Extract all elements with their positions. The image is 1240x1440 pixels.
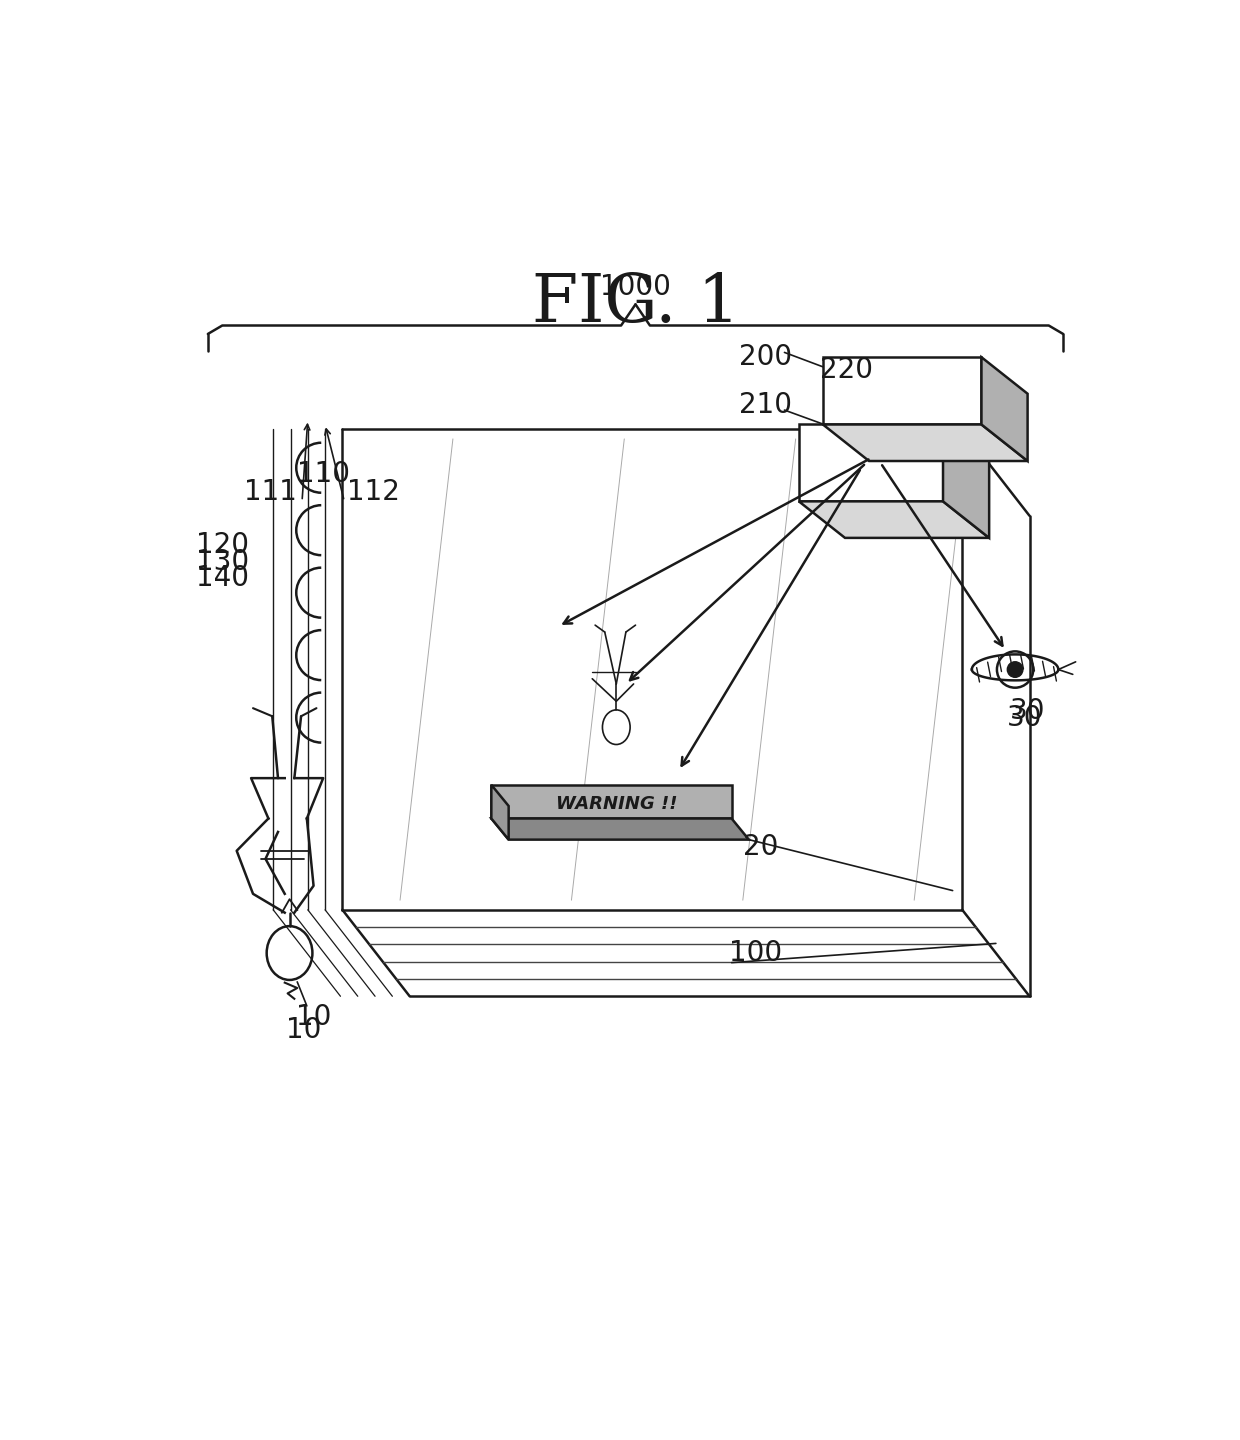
Text: 140: 140 xyxy=(196,564,249,592)
Polygon shape xyxy=(823,425,1028,461)
Text: 1000: 1000 xyxy=(600,274,671,301)
Polygon shape xyxy=(942,425,990,539)
Text: 120: 120 xyxy=(196,530,249,559)
Text: 30: 30 xyxy=(1009,697,1045,724)
Text: 20: 20 xyxy=(743,834,779,861)
Polygon shape xyxy=(982,357,1028,461)
Text: 100: 100 xyxy=(729,939,782,968)
Text: FIG. 1: FIG. 1 xyxy=(532,271,739,336)
Text: WARNING !!: WARNING !! xyxy=(556,795,677,812)
Text: 220: 220 xyxy=(821,356,873,383)
Text: 10: 10 xyxy=(296,1004,331,1031)
Text: 30: 30 xyxy=(1007,704,1043,732)
FancyBboxPatch shape xyxy=(823,357,982,425)
Circle shape xyxy=(1007,662,1023,677)
Text: 112: 112 xyxy=(347,478,401,505)
Text: 200: 200 xyxy=(739,343,792,372)
Polygon shape xyxy=(491,785,508,840)
Text: 10: 10 xyxy=(286,1015,321,1044)
Text: 111: 111 xyxy=(244,478,298,505)
Text: 130: 130 xyxy=(196,547,249,576)
FancyBboxPatch shape xyxy=(799,425,942,501)
Polygon shape xyxy=(491,818,749,840)
Polygon shape xyxy=(491,785,732,818)
Polygon shape xyxy=(799,501,990,539)
Text: 210: 210 xyxy=(739,392,791,419)
Text: 110: 110 xyxy=(296,461,350,488)
